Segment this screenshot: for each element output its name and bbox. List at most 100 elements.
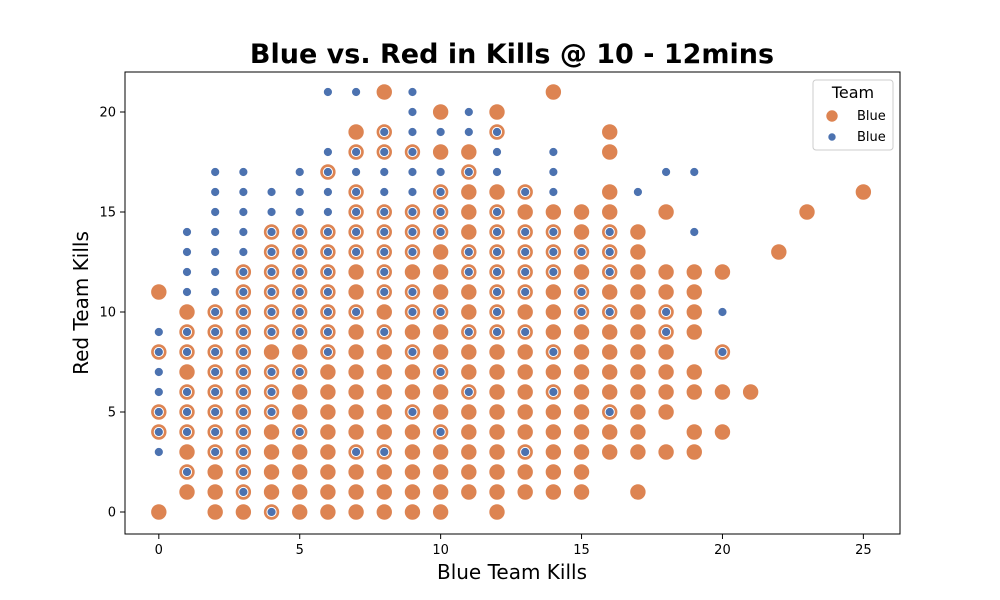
scatter-point: [431, 463, 450, 481]
scatter-point: [238, 426, 249, 438]
scatter-point: [431, 403, 450, 421]
scatter-point: [572, 403, 591, 421]
scatter-point: [516, 483, 534, 501]
scatter-point: [460, 463, 478, 481]
scatter-point: [601, 283, 619, 301]
scatter-point: [629, 263, 647, 281]
scatter-point: [463, 266, 474, 278]
scatter-point: [266, 266, 277, 278]
scatter-point: [350, 446, 362, 458]
scatter-point: [601, 363, 619, 381]
scatter-point: [435, 226, 446, 238]
scatter-point: [713, 423, 732, 441]
scatter-point: [234, 503, 253, 521]
scatter-point: [576, 246, 587, 258]
scatter-point: [548, 346, 559, 358]
scatter-point: [403, 263, 422, 281]
scatter-point: [210, 166, 221, 178]
scatter-point: [488, 423, 506, 441]
scatter-point: [572, 423, 591, 441]
scatter-point: [238, 326, 249, 338]
scatter-point: [266, 246, 277, 258]
scatter-point: [210, 306, 221, 318]
scatter-point: [181, 286, 193, 298]
scatter-point: [150, 283, 168, 301]
scatter-point: [548, 266, 559, 278]
scatter-point: [572, 203, 591, 221]
scatter-point: [210, 186, 221, 198]
scatter-point: [488, 363, 506, 381]
scatter-point: [460, 223, 478, 241]
scatter-point: [294, 226, 305, 238]
chart-title: Blue vs. Red in Kills @ 10 - 12mins: [250, 39, 774, 70]
scatter-point: [153, 386, 164, 398]
scatter-point: [460, 303, 478, 321]
x-tick-label: 0: [155, 543, 163, 558]
scatter-point: [572, 323, 591, 341]
scatter-point: [266, 386, 277, 398]
scatter-point: [322, 266, 334, 278]
scatter-point: [262, 483, 281, 501]
scatter-point: [576, 306, 587, 318]
series-1: [153, 86, 728, 518]
scatter-point: [435, 166, 446, 178]
scatter-point: [572, 363, 591, 381]
scatter-point: [379, 126, 390, 138]
scatter-point: [601, 443, 619, 461]
scatter-point: [319, 383, 337, 401]
scatter-point: [660, 326, 672, 338]
scatter-point: [375, 463, 393, 481]
scatter-point: [322, 246, 334, 258]
scatter-point: [210, 266, 221, 278]
scatter-point: [350, 206, 362, 218]
scatter-point: [210, 446, 221, 458]
scatter-point: [548, 246, 559, 258]
scatter-point: [181, 226, 193, 238]
scatter-point: [516, 363, 534, 381]
scatter-point: [206, 483, 224, 501]
legend-title: Team: [831, 83, 874, 102]
scatter-point: [375, 423, 393, 441]
x-tick-label: 20: [714, 543, 731, 558]
scatter-point: [407, 226, 418, 238]
scatter-point: [601, 143, 619, 161]
scatter-point: [460, 183, 478, 201]
scatter-point: [463, 386, 474, 398]
scatter-point: [491, 266, 503, 278]
scatter-point: [266, 366, 277, 378]
scatter-point: [463, 246, 474, 258]
x-tick-label: 10: [432, 543, 449, 558]
scatter-point: [488, 343, 506, 361]
scatter-point: [548, 146, 559, 158]
scatter-point: [629, 223, 647, 241]
scatter-point: [435, 206, 446, 218]
scatter-point: [685, 263, 703, 281]
scatter-point: [460, 283, 478, 301]
scatter-point: [435, 426, 446, 438]
scatter-point: [431, 483, 450, 501]
scatter-point: [347, 323, 365, 341]
scatter-point: [178, 363, 196, 381]
scatter-point: [403, 443, 422, 461]
scatter-point: [604, 266, 615, 278]
scatter-point: [150, 503, 168, 521]
scatter-point: [262, 343, 281, 361]
scatter-point: [491, 206, 503, 218]
scatter-point: [491, 226, 503, 238]
scatter-point: [210, 286, 221, 298]
scatter-point: [685, 363, 703, 381]
scatter-point: [544, 463, 563, 481]
scatter-point: [407, 186, 418, 198]
scatter-point: [238, 446, 249, 458]
scatter-point: [601, 203, 619, 221]
y-tick-label: 5: [108, 406, 116, 421]
scatter-point: [379, 226, 390, 238]
scatter-point: [685, 323, 703, 341]
scatter-point: [350, 86, 362, 98]
scatter-point: [601, 323, 619, 341]
scatter-point: [604, 406, 615, 418]
scatter-point: [407, 106, 418, 118]
scatter-point: [431, 503, 450, 521]
scatter-point: [294, 286, 305, 298]
scatter-point: [629, 383, 647, 401]
